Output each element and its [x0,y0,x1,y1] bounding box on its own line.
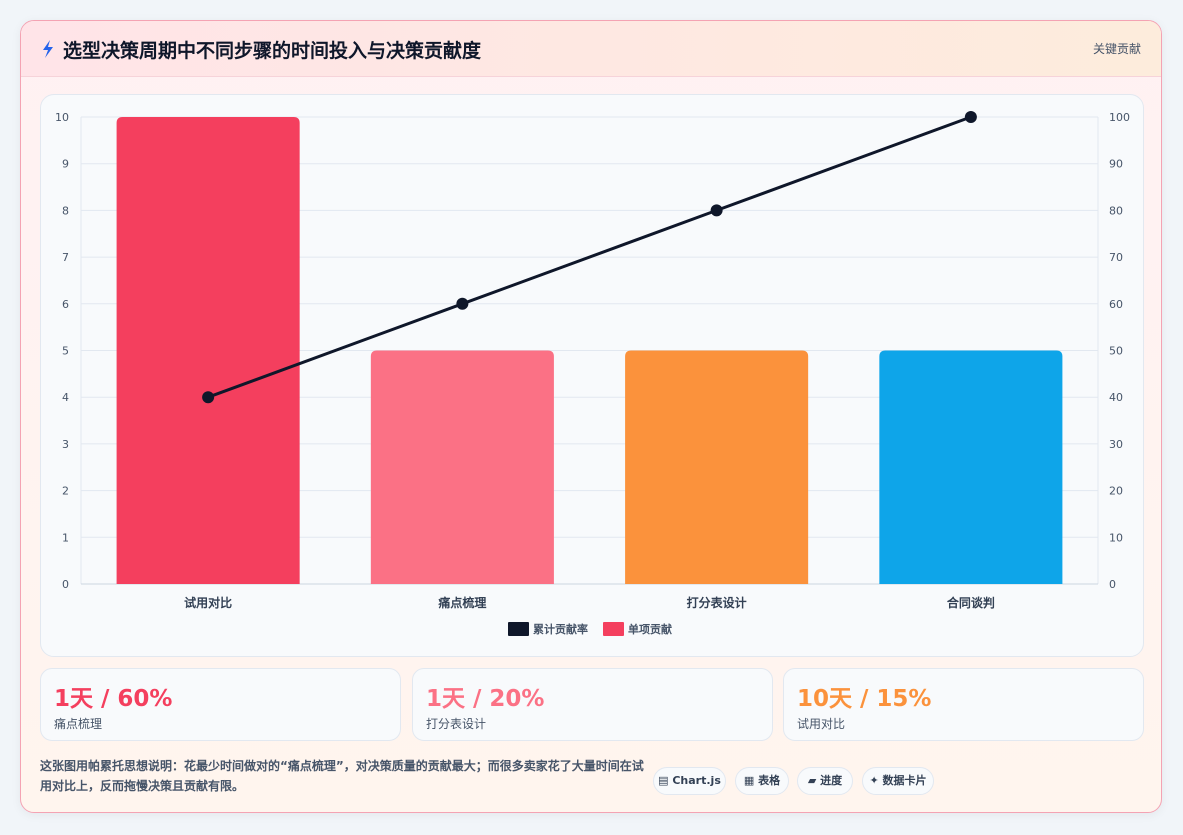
y2-tick-label: 70 [1109,251,1123,264]
line-point [456,297,469,310]
y2-tick-label: 50 [1109,345,1123,358]
chart-title: 选型决策周期中不同步骤的时间投入与决策贡献度 [63,40,482,62]
sparkle-icon: ✦ [869,774,879,787]
chip-datacard[interactable]: ✦ 数据卡片 [862,767,934,795]
pareto-chart: 0 1 2 3 4 5 6 7 8 9 10 0 10 20 30 40 50 60 70 80 90 100 试用对比… [55,111,1130,636]
stat-label: 试用对比 [797,717,846,731]
stat-card-2: 1天 / 20% 打分表设计 [412,668,773,741]
stat-label: 打分表设计 [426,717,487,731]
stat-value: 10天 / 15% [797,686,932,712]
chart-card: 选型决策周期中不同步骤的时间投入与决策贡献度 关键贡献 0 1 2 3 4 5 6 7 8 9 10… [20,20,1162,813]
x-tick-label: 打分表设计 [687,595,747,610]
header-tag: 关键贡献 [1092,42,1141,56]
stat-value: 1天 / 20% [426,686,545,712]
progress-icon: ▰ [807,774,817,787]
legend-swatch [603,622,624,636]
y-tick-label: 1 [62,531,69,544]
table-icon: ▦ [743,774,755,787]
bar [879,350,1063,584]
y2-tick-label: 100 [1109,111,1130,124]
x-tick-label: 试用对比 [184,595,232,610]
y-tick-label: 2 [62,485,69,498]
y2-tick-label: 30 [1109,438,1123,451]
card-header: 选型决策周期中不同步骤的时间投入与决策贡献度 关键贡献 [21,21,1161,77]
y2-tick-label: 20 [1109,485,1123,498]
y-tick-label: 4 [62,391,69,404]
chip-label: Chart.js [672,774,721,787]
y-tick-label: 10 [55,111,69,124]
line-point [964,111,977,123]
stat-card-1: 1天 / 60% 痛点梳理 [40,668,401,741]
y2-tick-label: 60 [1109,298,1123,311]
x-tick-label: 合同谈判 [947,595,995,610]
stat-label: 痛点梳理 [54,717,103,731]
legend-swatch [508,622,529,636]
y2-tick-label: 0 [1109,578,1116,591]
stat-card-3: 10天 / 15% 试用对比 [783,668,1144,741]
y2-tick-label: 40 [1109,391,1123,404]
line-point [710,204,723,217]
line-point [202,391,215,404]
chip-label: 表格 [758,774,781,787]
y-tick-label: 5 [62,345,69,358]
y-tick-label: 3 [62,438,69,451]
x-tick-label: 痛点梳理 [437,595,486,610]
y2-tick-label: 90 [1109,158,1123,171]
footer-note: 这张图用帕累托思想说明：花最少时间做对的“痛点梳理”，对决策质量的贡献最大；而很… [40,759,644,793]
chip-label: 进度 [820,774,843,787]
chip-label: 数据卡片 [882,774,927,787]
lightning-icon [41,39,57,59]
bar [116,117,300,584]
stat-value: 1天 / 60% [54,686,173,712]
bar [370,350,554,584]
y-tick-label: 7 [62,251,69,264]
cumulative-line [207,115,972,399]
y2-tick-label: 80 [1109,204,1123,217]
y-tick-label: 8 [62,204,69,217]
legend-label: 单项贡献 [628,622,672,636]
y-tick-label: 6 [62,298,69,311]
y-tick-label: 9 [62,158,69,171]
legend-label: 累计贡献率 [533,622,588,636]
bar [625,350,809,584]
chip-progress[interactable]: ▰ 进度 [797,767,853,795]
chart-panel: 0 1 2 3 4 5 6 7 8 9 10 0 10 20 30 40 50 60 70 80 90 100 试用对比… [40,94,1144,657]
y-tick-label: 0 [62,578,69,591]
y2-tick-label: 10 [1109,531,1123,544]
chart-icon: ▤ [658,774,669,787]
chip-chartjs[interactable]: ▤ Chart.js [653,767,726,795]
chip-table[interactable]: ▦ 表格 [735,767,789,795]
